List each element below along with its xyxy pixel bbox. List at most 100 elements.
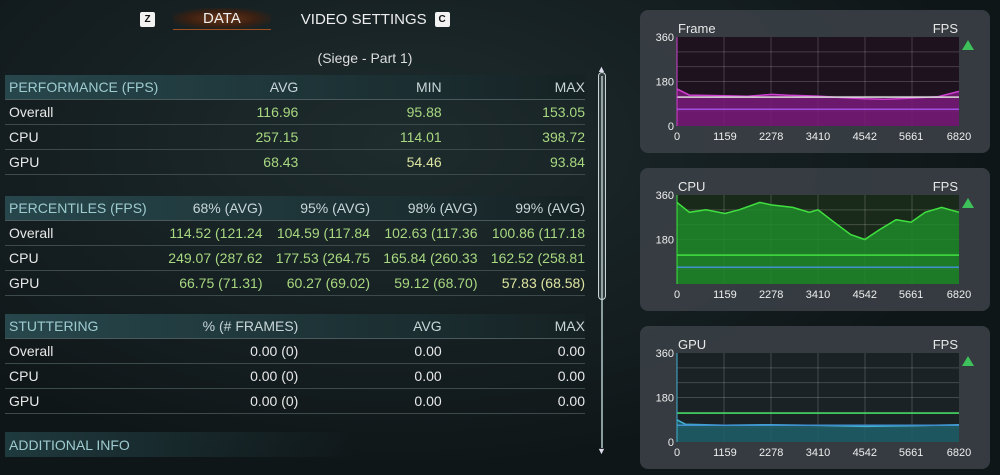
y-tick-label: 0 <box>668 437 674 449</box>
header-frames: % (# FRAMES) <box>202 318 299 334</box>
header-max: MAX <box>554 79 585 95</box>
tab-data[interactable]: DATA <box>173 8 271 30</box>
header-label: STUTTERING <box>9 318 99 334</box>
header-avg: AVG <box>269 79 299 95</box>
y-tick-label: 180 <box>656 77 674 89</box>
chart-unit-label: FPS <box>932 21 958 36</box>
expand-triangle-icon[interactable] <box>962 198 974 208</box>
row-label: CPU <box>9 368 39 384</box>
performance-table: PERFORMANCE (FPS) AVG MIN MAX Overall 116… <box>5 75 585 175</box>
benchmark-subtitle: (Siege - Part 1) <box>317 50 413 66</box>
row-label: Overall <box>9 104 54 120</box>
header-max: MAX <box>554 318 585 334</box>
cell: 0.00 (0) <box>250 343 299 359</box>
additional-info-section[interactable]: ADDITIONAL INFO <box>5 432 585 457</box>
table-row: CPU 249.07 (287.62 177.53 (264.75 165.84 (2… <box>5 246 585 271</box>
scroll-down-arrow-icon[interactable]: ▼ <box>597 446 606 456</box>
x-tick-label: 6820 <box>947 289 971 301</box>
cell: 0.00 <box>557 343 585 359</box>
x-tick-label: 0 <box>674 447 680 459</box>
series-area <box>677 88 959 126</box>
cell: 57.83 (68.58) <box>501 275 585 291</box>
cell: 100.86 (117.18 <box>491 225 585 241</box>
chart-unit-label: FPS <box>932 179 958 194</box>
cell: 0.00 (0) <box>250 368 299 384</box>
cell: 177.53 (264.75 <box>275 250 370 266</box>
key-hint-c[interactable]: C <box>434 11 450 27</box>
x-tick-label: 4542 <box>853 289 877 301</box>
chart-panel-frame: 0 180 360 0 1159 2278 3410 4542 5661 6820 Frame FPS <box>640 10 990 153</box>
chart-title: CPU <box>678 179 706 194</box>
cell: 54.46 <box>406 154 442 170</box>
x-tick-label: 2278 <box>759 289 783 301</box>
table-row: CPU 257.15 114.01 398.72 <box>5 125 585 150</box>
table-header: PERCENTILES (FPS) 68% (AVG) 95% (AVG) 98… <box>5 196 585 221</box>
table-row: GPU 0.00 (0) 0.00 0.00 <box>5 389 585 414</box>
cell: 0.00 <box>414 368 442 384</box>
key-hint-z[interactable]: Z <box>140 11 155 27</box>
row-label: CPU <box>9 250 39 266</box>
cell: 60.27 (69.02) <box>286 275 370 291</box>
cell: 114.01 <box>399 129 442 145</box>
cell: 0.00 <box>414 393 442 409</box>
stuttering-table: STUTTERING % (# FRAMES) AVG MAX Overall 0… <box>5 314 585 414</box>
y-tick-label: 360 <box>656 32 674 44</box>
chart-svg: 180 360 0 1159 2278 3410 4542 5661 6820 <box>656 190 972 301</box>
x-tick-label: 5661 <box>899 131 923 143</box>
header-98: 98% (AVG) <box>407 200 478 216</box>
x-tick-label: 3410 <box>806 289 830 301</box>
expand-triangle-icon[interactable] <box>962 356 974 366</box>
chart-svg: 0 180 360 0 1159 2278 3410 4542 5661 6820 <box>656 348 972 459</box>
table-row: Overall 114.52 (121.24 104.59 (117.84 102.6… <box>5 221 585 246</box>
header-95: 95% (AVG) <box>300 200 370 216</box>
series-line <box>676 88 960 101</box>
row-label: GPU <box>9 393 40 409</box>
table-row: GPU 68.43 54.46 93.84 <box>5 150 585 175</box>
scrollbar[interactable]: ▲ ▼ <box>597 64 607 456</box>
table-header: STUTTERING % (# FRAMES) AVG MAX <box>5 314 585 339</box>
header-99: 99% (AVG) <box>515 200 585 216</box>
scroll-up-arrow-icon[interactable]: ▲ <box>597 64 606 74</box>
cell: 66.75 (71.31) <box>179 275 263 291</box>
cell: 114.52 (121.24 <box>169 225 263 241</box>
table-header: PERFORMANCE (FPS) AVG MIN MAX <box>5 75 585 100</box>
expand-triangle-icon[interactable] <box>962 40 974 50</box>
x-tick-label: 3410 <box>806 447 830 459</box>
series-area <box>677 202 959 284</box>
header-label: PERCENTILES (FPS) <box>9 200 147 216</box>
cell: 0.00 (0) <box>250 393 299 409</box>
x-tick-label: 4542 <box>853 131 877 143</box>
x-tick-label: 2278 <box>759 131 783 143</box>
additional-info-header[interactable]: ADDITIONAL INFO <box>9 436 130 453</box>
tab-video-settings[interactable]: VIDEO SETTINGS <box>300 10 427 28</box>
cell: 249.07 (287.62 <box>168 250 263 266</box>
header-label: PERFORMANCE (FPS) <box>9 79 159 95</box>
x-tick-label: 1159 <box>713 289 737 301</box>
cell: 153.05 <box>542 104 585 120</box>
x-tick-label: 4542 <box>853 447 877 459</box>
cell: 95.88 <box>406 104 442 120</box>
chart-title: Frame <box>678 21 716 36</box>
scroll-track[interactable] <box>601 76 603 448</box>
x-tick-label: 0 <box>674 131 680 143</box>
x-tick-label: 0 <box>674 289 680 301</box>
x-tick-label: 1159 <box>713 131 737 143</box>
table-row: Overall 116.96 95.88 153.05 <box>5 100 585 125</box>
scroll-thumb[interactable] <box>598 72 606 300</box>
cell: 0.00 <box>557 368 585 384</box>
chart-svg: 0 180 360 0 1159 2278 3410 4542 5661 6820 <box>656 32 972 143</box>
x-tick-label: 1159 <box>713 447 737 459</box>
table-row: GPU 66.75 (71.31) 60.27 (69.02) 59.12 (68.7… <box>5 271 585 296</box>
cell: 104.59 (117.84 <box>276 225 370 241</box>
row-label: GPU <box>9 275 40 291</box>
header-68: 68% (AVG) <box>192 200 263 216</box>
cell: 68.43 <box>263 154 299 170</box>
tab-bar: Z DATA VIDEO SETTINGS C <box>140 8 450 30</box>
x-tick-label: 5661 <box>899 289 923 301</box>
cell: 102.63 (117.36 <box>384 225 478 241</box>
cell: 165.84 (260.33 <box>383 250 478 266</box>
cell: 0.00 <box>557 393 585 409</box>
row-label: Overall <box>9 343 54 359</box>
series-line <box>676 201 960 241</box>
row-label: GPU <box>9 154 40 170</box>
